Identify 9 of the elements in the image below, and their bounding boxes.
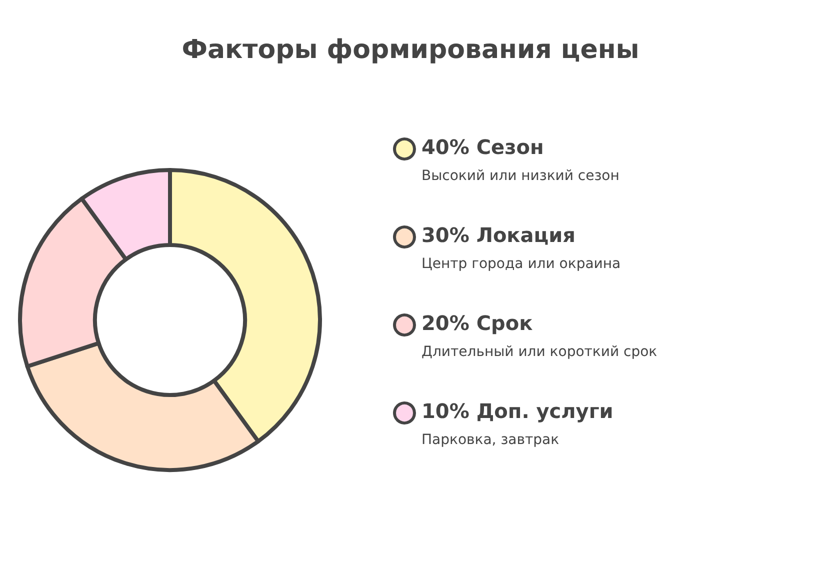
legend-label: 40% Сезон	[422, 135, 544, 159]
text: Длительный или короткий срок	[422, 344, 658, 360]
legend-label: 10% Доп. услуги	[422, 399, 614, 423]
legend-label: 30% Локация	[422, 223, 576, 247]
chart-title: Факторы формирования цены	[182, 35, 640, 65]
text: Центр города или окраина	[422, 256, 621, 272]
legend-label: 20% Срок	[422, 311, 534, 335]
text: Высокий или низкий сезон	[422, 168, 620, 184]
text: Парковка, завтрак	[422, 432, 560, 448]
